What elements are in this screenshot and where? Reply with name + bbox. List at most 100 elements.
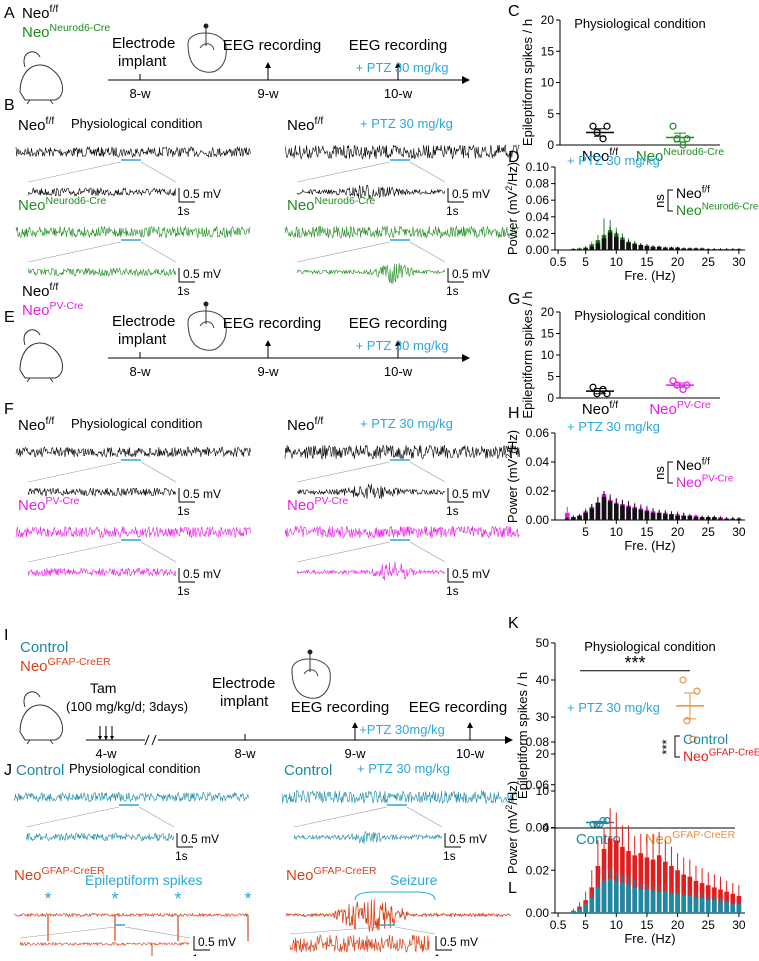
label-sup: f/f	[702, 184, 710, 195]
bar	[638, 889, 644, 913]
event-label: EEG recording	[349, 315, 447, 332]
panel-letter: K	[508, 615, 519, 632]
electrode-head	[203, 301, 209, 307]
x-tick-label: 0.5	[550, 918, 567, 932]
label-sup: Neurod6-Cre	[702, 201, 759, 212]
bar	[644, 511, 650, 520]
label-base: Neo	[287, 417, 315, 434]
data-point	[679, 676, 687, 684]
scale-bar	[176, 833, 193, 848]
trace-label: Neof/f	[18, 115, 54, 134]
bar	[589, 898, 595, 913]
data-point	[679, 385, 687, 393]
trace-label: NeoPV-Cre	[287, 495, 349, 514]
scale-time: 1s	[434, 952, 447, 956]
bar	[724, 902, 729, 913]
label-base: Neo	[18, 117, 46, 134]
bar	[681, 895, 687, 913]
scale-voltage: 0.5 mV	[183, 187, 221, 201]
bar	[601, 880, 607, 913]
eeg-trace	[13, 791, 249, 803]
label-base: /Hz)	[505, 430, 520, 454]
y-axis-title: Power (mV2/Hz)	[504, 430, 520, 523]
x-tick-label: 15	[640, 918, 654, 932]
arrow-head	[110, 736, 114, 740]
label-base: Neo	[676, 474, 702, 490]
zoom-guide	[409, 241, 446, 263]
x-tick-label: NeoNeurod6-Cre	[636, 146, 724, 165]
y-tick-label: 15	[541, 44, 555, 58]
x-tick-label: 30	[732, 525, 746, 539]
eeg-trace	[296, 184, 445, 200]
scale-time: 1s	[177, 284, 190, 298]
bar	[663, 514, 668, 520]
timeline-tick: 10-w	[456, 746, 485, 761]
bar	[632, 508, 637, 520]
bar	[613, 504, 619, 520]
bar	[571, 517, 576, 520]
event-label: EEG recording	[291, 699, 389, 716]
zoom-guide	[19, 926, 116, 939]
spike-marker: *	[244, 889, 251, 909]
zoom-guide	[25, 806, 120, 828]
arrow-head	[265, 62, 271, 68]
arrow-head	[395, 62, 401, 68]
label-base: Neo	[676, 457, 702, 473]
label-base: Neo	[676, 202, 702, 218]
scale-time: 1s	[446, 504, 459, 518]
scale-bar	[447, 188, 464, 203]
label-sup: Neurod6-Cre	[50, 22, 111, 34]
bar	[699, 898, 705, 913]
label-sup: f/f	[702, 456, 710, 467]
label-base: Neo	[20, 658, 48, 675]
brain-icon	[187, 32, 227, 73]
eeg-trace	[15, 525, 251, 539]
data-point	[589, 122, 597, 130]
bar	[663, 247, 668, 250]
x-tick-label: Neof/f	[582, 146, 618, 165]
x-tick-label: 10	[610, 525, 624, 539]
condition-label: Physiological condition	[69, 761, 201, 776]
bar	[620, 883, 625, 913]
eeg-trace	[25, 832, 174, 842]
scale-bar	[178, 188, 195, 203]
zoom-guide	[138, 806, 175, 828]
chart-title: Physiological condition	[574, 16, 706, 31]
scale-bar	[178, 268, 195, 283]
scale-time: 1s	[192, 952, 205, 956]
scale-time: 1s	[177, 504, 190, 518]
bar	[564, 512, 570, 520]
trace-label: Neof/f	[287, 115, 323, 134]
y-axis-title: Epileptiform spikes / h	[520, 19, 535, 146]
y-tick-label: 10	[541, 76, 555, 90]
y-tick-label: 0.06	[526, 426, 550, 440]
bar	[724, 518, 729, 520]
bar	[571, 249, 576, 250]
bar	[705, 900, 711, 913]
y-tick-label: 20	[536, 747, 550, 761]
bar	[687, 895, 693, 913]
label-base: Control	[683, 731, 728, 747]
legend-note: ns	[652, 466, 667, 480]
scale-bar	[447, 488, 464, 503]
label-base: Control	[16, 762, 64, 779]
timeline-tick: 9-w	[345, 746, 367, 761]
label-base: Neo	[287, 497, 315, 514]
y-tick-label: 15	[541, 327, 555, 341]
event-label: implant	[118, 331, 167, 348]
bar	[712, 517, 717, 520]
bar	[626, 885, 631, 913]
timeline-tick: 8-w	[130, 364, 152, 379]
bar	[705, 249, 711, 250]
trace-label: Neof/f	[287, 415, 323, 434]
zoom-guide	[394, 926, 436, 935]
zoom-guide	[406, 806, 443, 828]
mouse-icon	[19, 51, 63, 105]
data-point	[683, 717, 691, 725]
label-sup: GFAP-CreER	[42, 865, 105, 877]
y-tick-label: 0.08	[526, 177, 550, 191]
trace-label: NeoGFAP-CreER	[286, 865, 377, 884]
bar	[620, 505, 625, 520]
x-tick-label: 20	[671, 525, 685, 539]
